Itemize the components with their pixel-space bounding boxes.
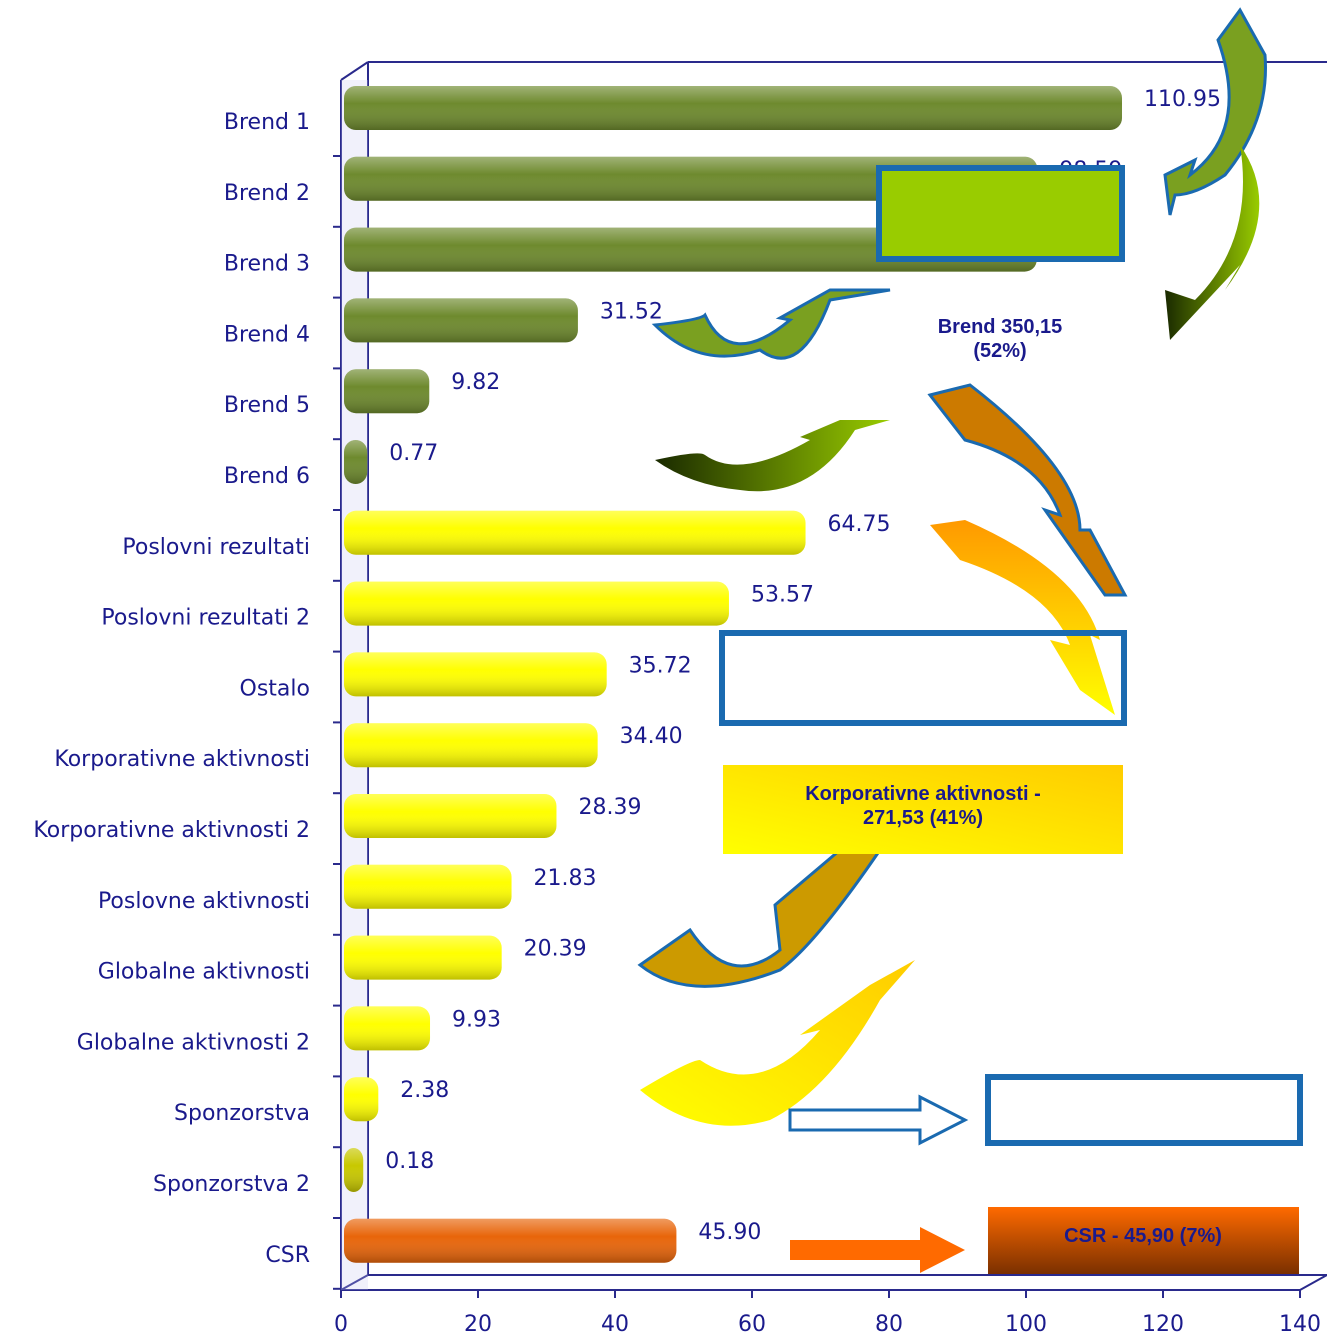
annotation: CSR - 45,90 (7%) — [1064, 1225, 1222, 1247]
value-label: 53.57 — [751, 583, 814, 608]
bar-shine — [344, 652, 607, 697]
bar-shine — [344, 794, 557, 838]
value-label: 31.52 — [600, 299, 663, 324]
y-tick-label: Globalne aktivnosti 2 — [77, 1030, 310, 1055]
x-tick-label: 80 — [875, 1312, 903, 1337]
x-tick-label: 0 — [334, 1312, 348, 1337]
y-tick-label: Brend 2 — [224, 181, 310, 206]
value-label: 0.18 — [385, 1149, 434, 1174]
annotation: Brend 350,15 (52%) — [938, 316, 1063, 362]
y-tick-label: Globalne aktivnosti — [98, 960, 310, 985]
y-tick-label: Korporativne aktivnosti 2 — [33, 818, 310, 843]
value-label: 28.39 — [578, 795, 641, 820]
bar-shine — [344, 440, 368, 484]
value-label: 9.82 — [451, 370, 500, 395]
bar-shine — [344, 864, 512, 909]
bar-shine — [344, 581, 729, 626]
value-label: 35.72 — [629, 653, 692, 678]
x-tick-label: 20 — [464, 1312, 492, 1337]
y-tick-label: Brend 5 — [224, 393, 310, 418]
annotation: Korporativne aktivnosti -271,53 (41%) — [805, 783, 1041, 829]
bar-shine — [344, 935, 502, 980]
overlays: Brend 350,15 (52%) Korporativne aktivnost… — [805, 165, 1222, 1247]
x-tick-label: 60 — [738, 1312, 766, 1337]
value-label: 9.93 — [452, 1007, 501, 1032]
x-tick-label: 140 — [1279, 1312, 1321, 1337]
bar-shine — [344, 510, 806, 555]
value-label: 34.40 — [620, 724, 683, 749]
y-tick-label: Brend 1 — [224, 110, 310, 135]
bar-shine — [344, 227, 1037, 272]
y-tick-label: Sponzorstva — [174, 1101, 310, 1126]
value-label: 0.77 — [389, 441, 438, 466]
bar-shine — [344, 723, 598, 768]
y-tick-label: Brend 6 — [224, 464, 310, 489]
y-tick-label: Poslovni rezultati — [122, 535, 310, 560]
bar-shine — [344, 369, 430, 414]
decorations — [637, 7, 1303, 1274]
y-tick-label: Sponzorstva 2 — [153, 1172, 310, 1197]
x-tick-label: 100 — [1005, 1312, 1047, 1337]
y-tick-label: CSR — [265, 1243, 310, 1268]
bar-shine — [344, 86, 1123, 130]
bar-shine — [344, 298, 578, 343]
value-label: 21.83 — [534, 866, 597, 891]
y-tick-label: Korporativne aktivnosti — [54, 747, 310, 772]
y-tick-label: Poslovni rezultati 2 — [101, 606, 310, 631]
bar-shine — [344, 1077, 379, 1122]
value-label: 20.39 — [524, 937, 587, 962]
bar-shine — [344, 1148, 364, 1192]
y-tick-label: Brend 4 — [224, 322, 310, 347]
y-tick-label: Ostalo — [240, 676, 310, 701]
y-tick-label: Poslovne aktivnosti — [98, 889, 310, 914]
x-tick-label: 120 — [1142, 1312, 1184, 1337]
bar-shine — [344, 156, 1038, 201]
value-label: 64.75 — [828, 512, 891, 537]
x-tick-label: 40 — [601, 1312, 629, 1337]
value-label: 45.90 — [698, 1220, 761, 1245]
y-tick-label: Brend 3 — [224, 252, 310, 277]
bar-shine — [344, 1006, 431, 1051]
value-label: 110.95 — [1144, 87, 1221, 112]
bar-shine — [344, 1218, 677, 1263]
value-label: 2.38 — [400, 1078, 449, 1103]
